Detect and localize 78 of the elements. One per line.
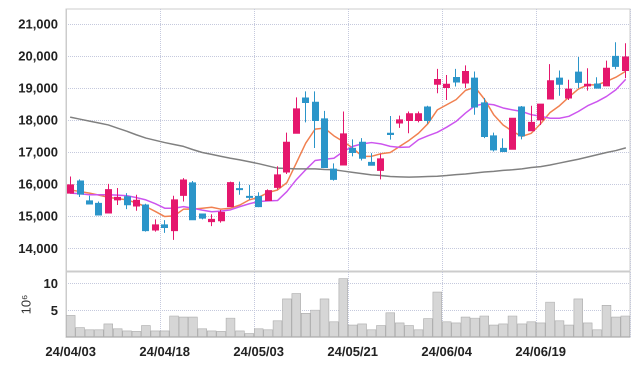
candlestick (246, 184, 253, 200)
candlestick (490, 132, 497, 152)
x-tick-label: 24/04/18 (139, 344, 190, 359)
candlestick (274, 166, 281, 190)
candlestick (114, 188, 121, 206)
candlestick (584, 68, 591, 92)
candlestick (481, 98, 488, 139)
candlestick (471, 70, 478, 116)
candlestick (547, 64, 554, 100)
x-tick-label: 24/04/03 (45, 344, 96, 359)
x-tick-label: 24/05/21 (327, 344, 378, 359)
x-tick-label: 24/06/04 (421, 344, 473, 359)
candlestick (556, 70, 563, 96)
candlestick (368, 152, 375, 166)
candlestick (199, 213, 206, 220)
candlestick (575, 56, 582, 89)
y-tick-label: 16,000 (18, 176, 58, 192)
y-tick-label: 15,000 (18, 208, 58, 224)
candlestick (603, 60, 610, 86)
line-series (70, 116, 626, 178)
candlestick (396, 115, 403, 128)
candlestick (434, 68, 441, 94)
candlestick (293, 96, 300, 134)
candlestick (424, 105, 431, 124)
candlestick (594, 76, 601, 89)
candlestick (537, 104, 544, 126)
candlestick (406, 110, 413, 134)
candlestick (86, 195, 93, 205)
x-tick-label: 24/06/19 (515, 344, 566, 359)
candlestick (377, 153, 384, 180)
x-tick-label: 24/05/03 (233, 344, 284, 359)
candlestick (518, 106, 525, 140)
candlestick (565, 79, 572, 100)
candlestick (283, 132, 290, 174)
candlestick (453, 68, 460, 88)
y-tick-label: 18,000 (18, 112, 58, 128)
candlestick (105, 183, 112, 214)
candlestick (415, 110, 422, 123)
candlestick (208, 214, 215, 227)
candlestick (67, 176, 74, 194)
candlestick (509, 118, 516, 150)
candlestick (218, 209, 225, 224)
candlestick (236, 181, 243, 196)
y-axis-title: 10⁶ (18, 294, 34, 314)
candlestick (189, 180, 196, 220)
candlestick (349, 138, 356, 157)
candlestick (443, 74, 450, 100)
candlestick (312, 90, 319, 149)
candlestick (142, 203, 149, 232)
y-tick-label: 19,000 (18, 80, 58, 96)
candlestick (321, 110, 328, 168)
candlestick (152, 218, 159, 232)
candlestick (302, 90, 309, 123)
candlestick (180, 178, 187, 202)
candlestick (462, 64, 469, 89)
y-tick-label: 17,000 (18, 144, 58, 160)
candlestick (528, 105, 535, 132)
candlestick (622, 42, 629, 79)
candlestick (255, 192, 262, 208)
y-tick-label: 21,000 (18, 16, 58, 32)
candlestick (359, 138, 366, 161)
candlestick (161, 220, 168, 234)
candlestick (612, 42, 619, 70)
y-tick-label: 10 (44, 276, 58, 292)
candlestick (227, 181, 234, 208)
candlestick (265, 188, 272, 202)
candlestick (330, 162, 337, 182)
y-tick-label: 14,000 (18, 240, 58, 256)
candlestick (171, 195, 178, 240)
y-tick-label: 20,000 (18, 48, 58, 64)
candlestick (95, 200, 102, 216)
candlestick (340, 110, 347, 166)
candlestick (387, 115, 394, 140)
candlestick (133, 194, 140, 212)
candlestick (77, 178, 84, 198)
y-tick-label: 5 (50, 302, 58, 318)
candlestick (124, 192, 131, 210)
candlestick (500, 138, 507, 153)
